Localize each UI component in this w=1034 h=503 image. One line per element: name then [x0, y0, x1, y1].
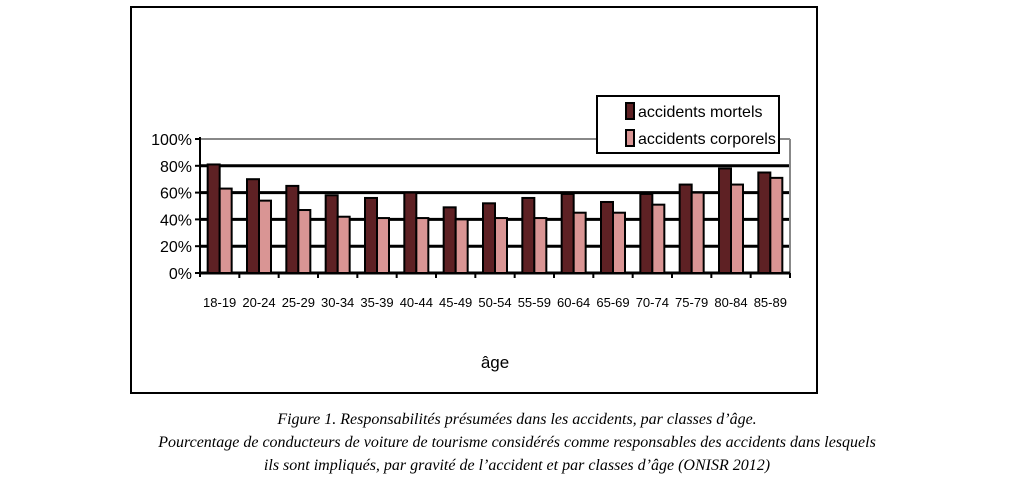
bar-mortels — [521, 196, 536, 275]
x-tick-label: 65-69 — [596, 295, 629, 310]
bar-mortels — [285, 184, 300, 274]
x-tick-label: 18-19 — [203, 295, 236, 310]
bar-mortels — [246, 178, 260, 274]
x-tick-label: 85-89 — [754, 295, 787, 310]
y-tick-label: 80% — [160, 159, 192, 176]
x-tick-label: 40-44 — [400, 295, 433, 310]
x-tick-label: 20-24 — [242, 295, 275, 310]
bar-corporels — [415, 217, 430, 274]
x-tick-label: 70-74 — [636, 295, 669, 310]
bar-mortels — [364, 196, 378, 275]
y-tick-label: 60% — [160, 186, 192, 203]
bar-corporels — [612, 211, 626, 274]
x-axis-label: âge — [481, 353, 509, 372]
x-tick-label: 75-79 — [675, 295, 708, 310]
bar-corporels — [572, 211, 587, 274]
legend-label: accidents corporels — [638, 131, 776, 148]
x-tick-label: 25-29 — [282, 295, 315, 310]
bar-corporels — [769, 176, 784, 274]
y-tick-label: 40% — [160, 212, 192, 229]
bar-corporels — [494, 217, 508, 274]
y-tick-label: 100% — [151, 132, 192, 149]
x-tick-label: 55-59 — [518, 295, 551, 310]
caption-title: Figure 1. Responsabilités présumées dans… — [277, 411, 757, 428]
bar-mortels — [206, 163, 221, 275]
bar-corporels — [730, 183, 744, 274]
bar-mortels — [560, 192, 575, 274]
y-tick-label: 20% — [160, 239, 192, 256]
bar-mortels — [757, 171, 772, 274]
legend-swatch — [625, 102, 635, 120]
bar-corporels — [533, 217, 548, 274]
x-tick-label: 50-54 — [478, 295, 511, 310]
caption-line-3: ils sont impliqués, par gravité de l’acc… — [263, 457, 771, 474]
bar-corporels — [336, 215, 351, 274]
x-tick-label: 45-49 — [439, 295, 472, 310]
x-tick-label: 80-84 — [714, 295, 747, 310]
bar-mortels — [403, 191, 418, 275]
bar-corporels — [651, 203, 666, 274]
bar-mortels — [678, 183, 693, 274]
legend-label: accidents mortels — [638, 104, 763, 121]
x-tick-label: 30-34 — [321, 295, 354, 310]
bar-mortels — [639, 192, 654, 274]
bar-corporels — [690, 191, 705, 275]
bar-mortels — [442, 206, 457, 274]
x-tick-label: 60-64 — [557, 295, 590, 310]
bar-mortels — [482, 202, 496, 275]
bar-chart: 0% 20% 40% 60% 80% 100% 18-19 20-24 25-29 30-34 35… — [151, 95, 791, 372]
y-tick-label: 0% — [169, 266, 192, 283]
bar-mortels — [718, 167, 732, 274]
bar-mortels — [600, 200, 614, 274]
figure-caption: Figure 1. Responsabilités présumées dans… — [0, 408, 1034, 477]
bar-corporels — [218, 187, 233, 274]
legend-swatch — [625, 129, 635, 147]
chart-frame — [130, 6, 818, 394]
bar-corporels — [454, 218, 469, 274]
bar-corporels — [297, 209, 312, 275]
bar-mortels — [324, 194, 339, 274]
bar-corporels — [258, 199, 272, 274]
caption-line-2: Pourcentage de conducteurs de voiture de… — [158, 434, 876, 451]
x-tick-label: 35-39 — [360, 295, 393, 310]
bar-corporels — [376, 217, 390, 274]
